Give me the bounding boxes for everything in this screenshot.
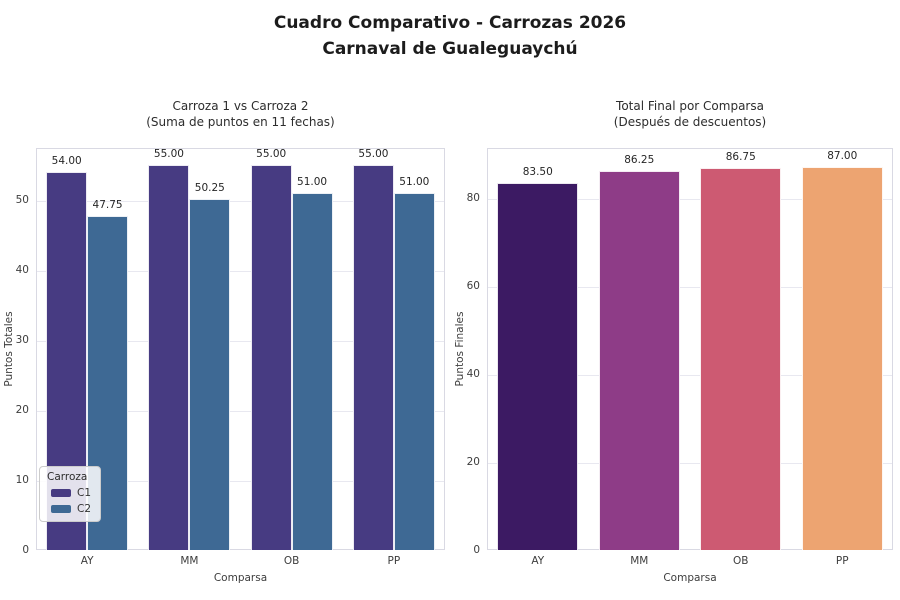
- bar-pp-c2: [393, 193, 435, 550]
- legend: Carroza C1 C2: [39, 466, 102, 522]
- figure-title-line1: Cuadro Comparativo - Carrozas 2026: [273, 13, 627, 33]
- bar-ay: [497, 182, 579, 550]
- value-label: 50.25: [194, 181, 225, 194]
- bar-ob: [700, 168, 782, 550]
- value-label: 86.75: [725, 151, 756, 164]
- x-tick-label: OB: [733, 555, 749, 567]
- gridline: [37, 481, 444, 483]
- bar-mm: [598, 170, 680, 550]
- legend-label-c1: C1: [77, 487, 92, 499]
- value-label: 54.00: [51, 155, 82, 168]
- right-chart-title-line1: Total Final por Comparsa: [616, 99, 764, 113]
- value-label: 55.00: [358, 148, 389, 161]
- y-tick-label: 0: [473, 544, 480, 556]
- gridline: [488, 287, 892, 289]
- y-tick-label: 20: [15, 404, 29, 417]
- right-chart-title: Total Final por Comparsa (Después de des…: [487, 98, 893, 130]
- bar-pp: [801, 167, 883, 550]
- left-chart-title: Carroza 1 vs Carroza 2 (Suma de puntos e…: [36, 98, 445, 130]
- left-chart-title-line1: Carroza 1 vs Carroza 2: [172, 99, 309, 113]
- bar-mm-c2: [189, 198, 231, 550]
- right-chart-title-line2: (Después de descuentos): [613, 115, 767, 129]
- gridline: [488, 463, 892, 465]
- y-tick-label: 40: [15, 264, 29, 277]
- y-tick-label: 0: [22, 544, 29, 556]
- x-tick-label: MM: [630, 555, 649, 567]
- right-chart-y-axis-label: Puntos Finales: [454, 311, 466, 387]
- left-chart-title-line2: (Suma de puntos en 11 fechas): [146, 115, 335, 129]
- legend-item-c1: C1: [47, 487, 91, 499]
- value-label: 51.00: [297, 176, 328, 189]
- gridline: [37, 341, 444, 343]
- value-label: 86.25: [624, 153, 655, 166]
- legend-swatch-c1: [51, 489, 71, 497]
- figure-title-line2: Carnaval de Gualeguaychú: [322, 39, 578, 59]
- bar-ob-c2: [291, 193, 333, 550]
- legend-label-c2: C2: [77, 503, 92, 515]
- y-tick-label: 40: [466, 368, 480, 381]
- left-chart-y-axis-label: Puntos Totales: [3, 311, 15, 387]
- y-tick-label: 50: [15, 194, 29, 207]
- x-tick-label: AY: [80, 555, 94, 567]
- gridline: [37, 411, 444, 413]
- x-tick-label: MM: [180, 555, 199, 567]
- bar-pp-c1: [352, 165, 394, 550]
- x-tick-label: PP: [387, 555, 401, 567]
- legend-title: Carroza: [47, 471, 88, 483]
- bar-ob-c1: [250, 165, 292, 550]
- value-label: 51.00: [399, 176, 430, 189]
- value-label: 47.75: [92, 199, 123, 212]
- gridline: [488, 199, 892, 201]
- x-tick-label: OB: [283, 555, 300, 567]
- x-tick-label: PP: [835, 555, 849, 567]
- legend-item-c2: C2: [47, 503, 91, 515]
- value-label: 55.00: [256, 148, 287, 161]
- x-tick-label: AY: [531, 555, 545, 567]
- y-tick-label: 20: [466, 456, 480, 469]
- gridline: [37, 201, 444, 203]
- value-label: 55.00: [153, 148, 184, 161]
- y-tick-label: 30: [15, 334, 29, 347]
- legend-swatch-c2: [51, 505, 71, 513]
- left-chart-x-axis-label: Comparsa: [213, 572, 268, 584]
- gridline: [37, 271, 444, 273]
- y-tick-label: 10: [15, 474, 29, 487]
- figure-title: Cuadro Comparativo - Carrozas 2026 Carna…: [0, 10, 900, 62]
- y-tick-label: 60: [466, 280, 480, 293]
- value-label: 83.50: [522, 165, 553, 178]
- gridline: [488, 375, 892, 377]
- right-chart-x-axis-label: Comparsa: [663, 572, 717, 584]
- y-tick-label: 80: [466, 192, 480, 205]
- value-label: 87.00: [827, 150, 858, 163]
- bar-mm-c1: [148, 165, 190, 550]
